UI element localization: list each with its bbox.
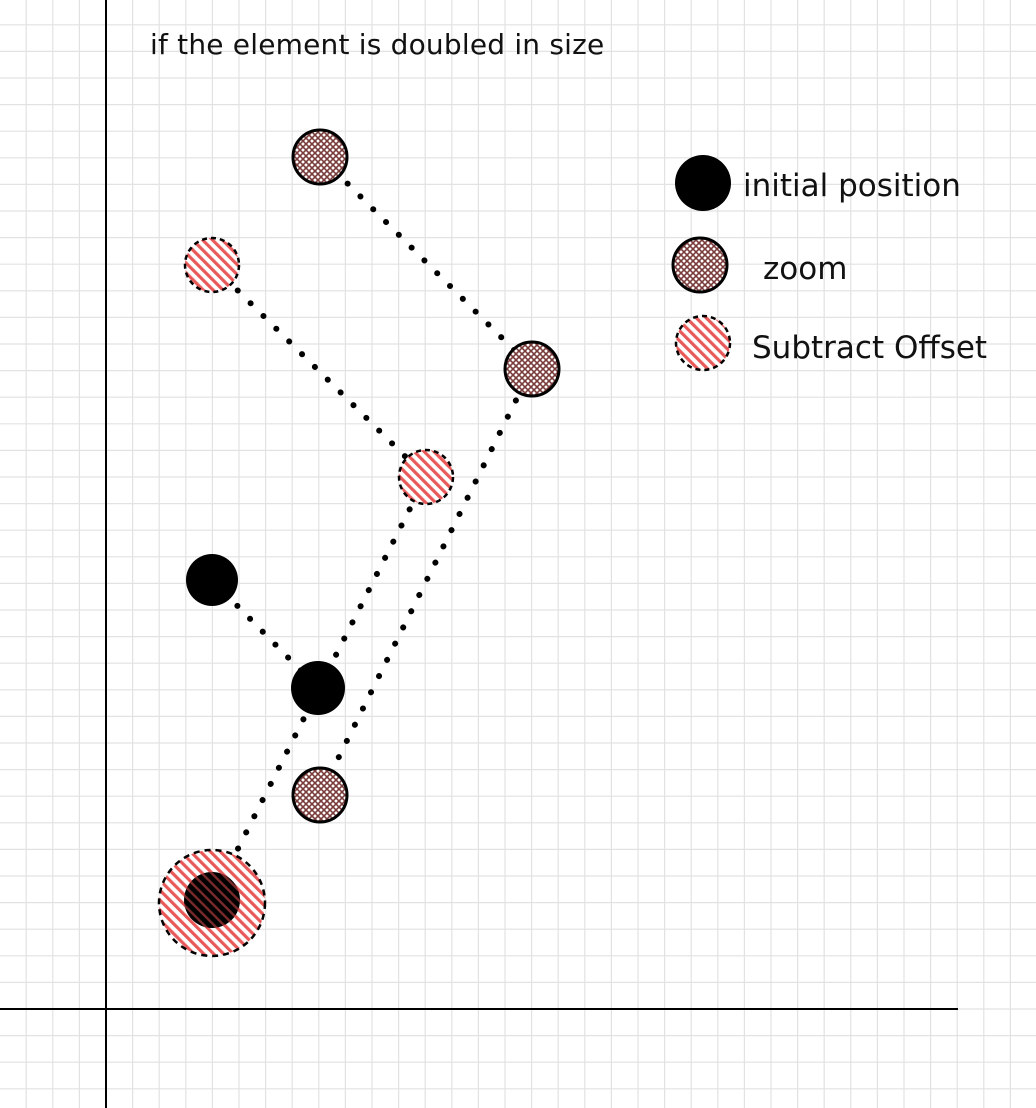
connector-zoom-right-to-bottom (317, 365, 535, 798)
offset-point-top (183, 236, 241, 294)
connector-offset-top-to-mid (209, 262, 429, 480)
initial-point-upper (186, 554, 238, 606)
initial-point-lower (291, 661, 345, 715)
initial-point-inside-large (184, 872, 240, 928)
legend-offset-marker (674, 314, 732, 372)
legend-label-zoom: zoom (763, 251, 848, 287)
legend-label-offset: Subtract Offset (752, 330, 988, 366)
legend-zoom-marker (671, 236, 729, 294)
legend-label-initial: initial position (743, 168, 961, 204)
zoom-point-right (503, 340, 561, 398)
connector-zoom-top-to-right (319, 155, 535, 371)
zoom-point-bottom (291, 766, 349, 824)
zoom-point-top (291, 128, 349, 186)
diagram-title: if the element is doubled in size (150, 28, 605, 61)
legend-initial-marker (675, 155, 731, 211)
offset-point-mid (397, 448, 455, 506)
